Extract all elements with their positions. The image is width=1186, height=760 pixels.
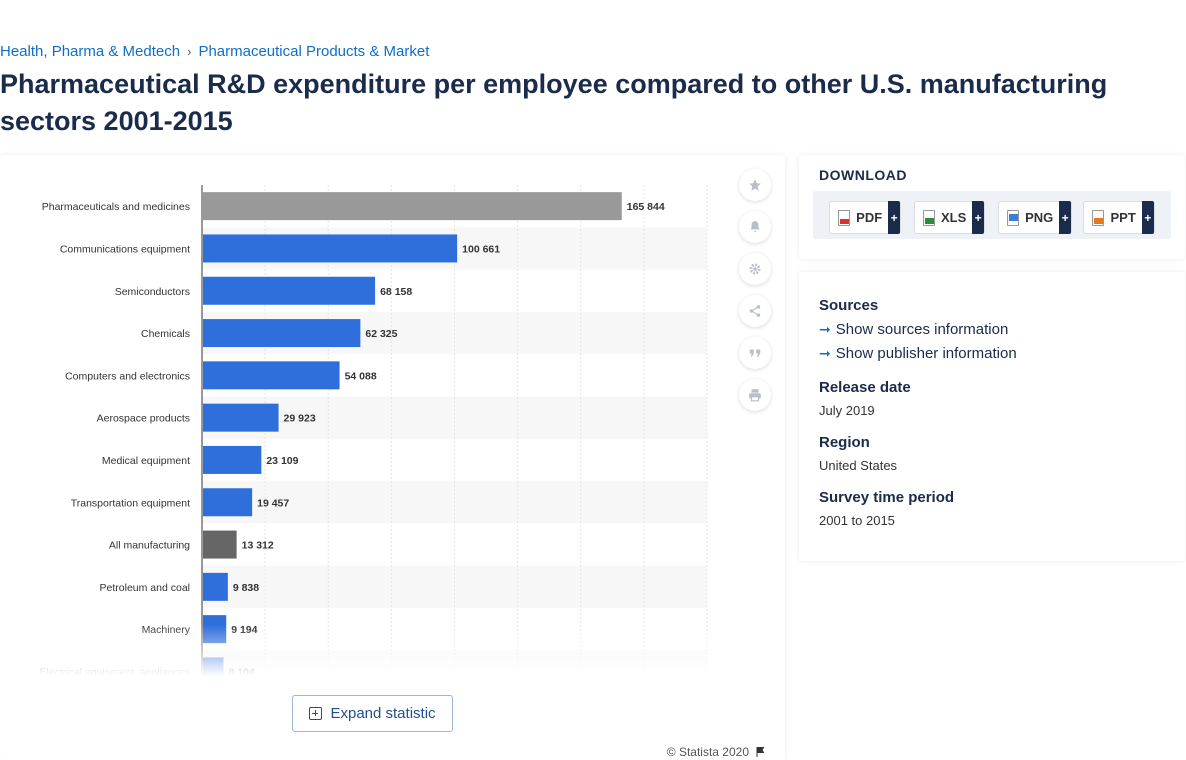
bar[interactable] — [203, 572, 228, 601]
breadcrumb-link-health[interactable]: Health, Pharma & Medtech — [0, 43, 181, 60]
pdf-plus[interactable]: + — [888, 201, 900, 234]
data-label: 23 109 — [266, 455, 298, 467]
bar-chart: Pharmaceuticals and medicines 165 844 Comm… — [39, 185, 708, 685]
pdf-label: PDF — [856, 210, 883, 225]
ppt-plus[interactable]: + — [1141, 201, 1154, 234]
xls-file-icon — [923, 209, 936, 226]
ppt-label: PPT — [1110, 210, 1136, 225]
survey-period-value: 2001 to 2015 — [819, 513, 895, 528]
quote-icon — [749, 349, 761, 357]
sources-panel: Sources ➞ Show sources information ➞ Sho… — [799, 272, 1185, 561]
data-label: 62 325 — [365, 328, 397, 340]
download-xls-button[interactable]: XLS + — [914, 201, 985, 234]
category-label: Pharmaceuticals and medicines — [42, 201, 190, 213]
flag-icon[interactable] — [755, 746, 767, 758]
show-publisher-label: Show publisher information — [835, 345, 1017, 362]
data-label: 13 312 — [242, 540, 274, 552]
category-label: Petroleum and coal — [100, 582, 190, 594]
ppt-file-icon — [1092, 209, 1105, 226]
star-icon — [749, 179, 761, 191]
xls-plus[interactable]: + — [972, 201, 984, 234]
copyright: © Statista 2020 — [667, 745, 767, 759]
category-label: Transportation equipment — [71, 497, 190, 509]
plus-box-icon — [309, 707, 323, 720]
show-publisher-link[interactable]: ➞ Show publisher information — [819, 345, 1017, 362]
arrow-right-icon: ➞ — [819, 321, 831, 337]
expand-statistic-button[interactable]: Expand statistic — [292, 695, 453, 732]
data-label: 165 844 — [627, 201, 665, 213]
chart-toolbar — [739, 169, 771, 421]
category-label: All manufacturing — [109, 540, 190, 552]
chart-card: Pharmaceuticals and medicines 165 844 Comm… — [0, 155, 785, 760]
category-label: Medical equipment — [102, 455, 190, 467]
favorite-button[interactable] — [739, 169, 771, 201]
survey-period-label: Survey time period — [819, 489, 955, 506]
bar[interactable] — [203, 488, 253, 517]
printer-icon — [749, 389, 761, 402]
bar[interactable] — [203, 403, 279, 432]
download-pdf-button[interactable]: PDF + — [829, 201, 901, 234]
png-file-icon — [1007, 209, 1020, 226]
release-date-label: Release date — [819, 379, 911, 396]
download-bar: PDF + XLS + PNG + PPT + — [813, 191, 1171, 239]
bar[interactable] — [203, 276, 376, 305]
bar[interactable] — [203, 319, 361, 348]
download-title: DOWNLOAD — [819, 167, 907, 183]
gear-icon — [749, 263, 761, 275]
breadcrumb: Health, Pharma & Medtech › Pharmaceutica… — [0, 43, 429, 60]
category-label: Chemicals — [141, 328, 190, 340]
xls-label: XLS — [941, 210, 967, 225]
data-label: 9 838 — [233, 582, 259, 594]
arrow-right-icon: ➞ — [819, 345, 831, 361]
category-label: Aerospace products — [97, 413, 190, 425]
share-icon — [749, 305, 761, 317]
share-button[interactable] — [739, 295, 771, 327]
bar[interactable] — [203, 234, 458, 263]
release-date-value: July 2019 — [819, 403, 875, 418]
alert-button[interactable] — [739, 211, 771, 243]
download-png-button[interactable]: PNG + — [998, 201, 1072, 234]
show-sources-link[interactable]: ➞ Show sources information — [819, 321, 1008, 338]
print-button[interactable] — [739, 379, 771, 411]
download-ppt-button[interactable]: PPT + — [1083, 201, 1155, 234]
category-label: Communications equipment — [60, 243, 190, 255]
bar[interactable] — [203, 361, 340, 390]
png-label: PNG — [1025, 210, 1054, 225]
show-sources-label: Show sources information — [835, 321, 1009, 338]
download-panel: DOWNLOAD PDF + XLS + PNG + PPT + — [799, 155, 1185, 259]
category-label: Semiconductors — [115, 286, 190, 298]
region-label: Region — [819, 434, 870, 451]
data-label: 68 158 — [380, 286, 412, 298]
bar[interactable] — [203, 192, 622, 221]
copyright-text: © Statista 2020 — [666, 745, 749, 759]
region-value: United States — [819, 458, 898, 473]
bar[interactable] — [203, 530, 237, 559]
png-plus[interactable]: + — [1059, 201, 1071, 234]
bell-icon — [750, 221, 760, 233]
page-title: Pharmaceutical R&D expenditure per emplo… — [0, 69, 1108, 136]
pdf-file-icon — [838, 209, 851, 226]
sources-heading: Sources — [819, 297, 879, 314]
cite-button[interactable] — [739, 337, 771, 369]
data-label: 19 457 — [257, 497, 289, 509]
settings-button[interactable] — [739, 253, 771, 285]
bar[interactable] — [203, 445, 262, 474]
breadcrumb-separator: › — [187, 44, 192, 59]
data-label: 54 088 — [345, 370, 377, 382]
chart-fade-overlay — [0, 625, 720, 685]
data-label: 29 923 — [284, 413, 316, 425]
data-label: 100 661 — [462, 243, 500, 255]
category-label: Computers and electronics — [65, 370, 190, 382]
breadcrumb-link-pharma[interactable]: Pharmaceutical Products & Market — [198, 43, 430, 60]
expand-label: Expand statistic — [330, 705, 436, 722]
